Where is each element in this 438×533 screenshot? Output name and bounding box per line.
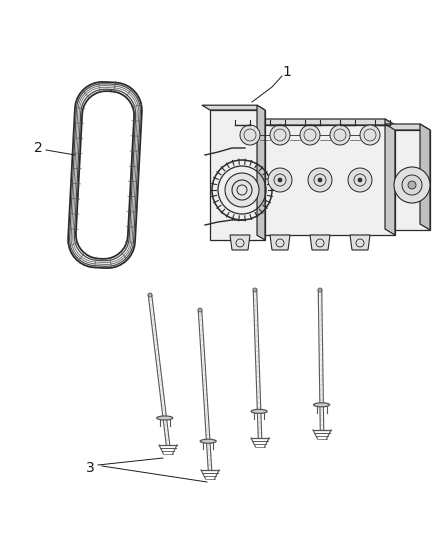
Text: 3: 3 <box>85 461 94 475</box>
Circle shape <box>330 125 350 145</box>
Circle shape <box>240 125 260 145</box>
Circle shape <box>300 125 320 145</box>
Circle shape <box>308 168 332 192</box>
Polygon shape <box>420 124 430 230</box>
Polygon shape <box>215 119 395 125</box>
Polygon shape <box>210 110 265 240</box>
Ellipse shape <box>251 409 267 414</box>
Circle shape <box>253 288 257 292</box>
Circle shape <box>408 181 416 189</box>
Circle shape <box>318 288 322 292</box>
Circle shape <box>402 175 422 195</box>
Circle shape <box>348 168 372 192</box>
Polygon shape <box>225 125 395 235</box>
Polygon shape <box>385 124 430 130</box>
Circle shape <box>318 178 322 182</box>
Circle shape <box>358 178 362 182</box>
Circle shape <box>270 125 290 145</box>
Circle shape <box>268 168 292 192</box>
Ellipse shape <box>314 403 330 407</box>
Polygon shape <box>310 235 330 250</box>
Circle shape <box>232 180 252 200</box>
Text: 1: 1 <box>283 65 291 79</box>
Text: 2: 2 <box>34 141 42 155</box>
Circle shape <box>148 293 152 297</box>
Circle shape <box>237 185 247 195</box>
Polygon shape <box>230 235 250 250</box>
Polygon shape <box>270 235 290 250</box>
Polygon shape <box>202 105 265 110</box>
Polygon shape <box>395 130 430 230</box>
Polygon shape <box>350 235 370 250</box>
Circle shape <box>394 167 430 203</box>
Ellipse shape <box>157 416 173 420</box>
Circle shape <box>225 173 259 207</box>
Polygon shape <box>385 119 395 235</box>
Circle shape <box>198 308 202 312</box>
Circle shape <box>360 125 380 145</box>
Ellipse shape <box>200 439 216 443</box>
Polygon shape <box>257 105 265 240</box>
Circle shape <box>278 178 282 182</box>
